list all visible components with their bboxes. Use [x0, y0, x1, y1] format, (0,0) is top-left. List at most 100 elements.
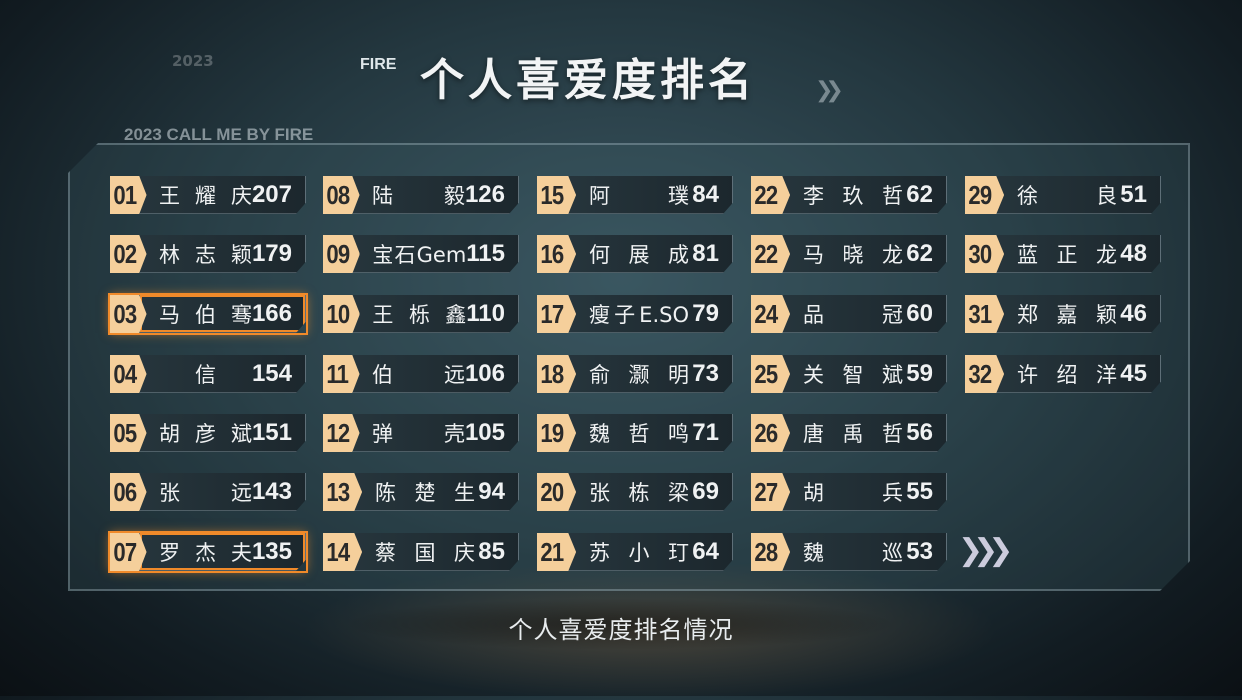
- rank-badge: 31: [965, 295, 1005, 333]
- rank-badge: 04: [110, 355, 147, 393]
- item-bar: [567, 295, 733, 333]
- score: 45: [1120, 360, 1147, 387]
- fire-logo: FIRE: [360, 56, 397, 73]
- score: 48: [1120, 240, 1147, 267]
- ranking-item: 18 俞灏明 73: [537, 355, 733, 393]
- item-bar: [353, 355, 519, 393]
- score: 46: [1120, 300, 1147, 327]
- page-title: 个人喜爱度排名: [420, 55, 756, 106]
- contestant-name: 郑嘉颖: [1017, 303, 1117, 327]
- item-bar: [353, 473, 519, 511]
- score: 110: [466, 300, 505, 327]
- item-bar: [140, 295, 306, 333]
- item-bar: [995, 355, 1161, 393]
- faded-year: 2023: [172, 52, 214, 70]
- score: 51: [1120, 181, 1147, 208]
- ranking-item: 11 伯 远 106: [323, 355, 519, 393]
- item-bar: [353, 533, 519, 571]
- rank-badge: 28: [751, 533, 791, 571]
- rank-badge: 03: [110, 295, 147, 333]
- ranking-item: 07 罗杰夫 135: [108, 531, 308, 573]
- rank-badge: 01: [110, 176, 147, 214]
- rank-badge: 08: [323, 176, 360, 214]
- rank-badge: 18: [537, 355, 577, 393]
- ranking-item: 29 徐 良 51: [965, 176, 1161, 214]
- ranking-item: 09 宝石Gem 115: [323, 235, 519, 273]
- contestant-name: 蔡国庆: [375, 541, 475, 565]
- item-bar: [781, 295, 947, 333]
- contestant-name: 苏小玎: [589, 541, 689, 565]
- score: 105: [464, 419, 505, 446]
- contestant-name: 瘦子E.SO: [589, 303, 689, 327]
- score: 85: [478, 538, 505, 565]
- score: 55: [906, 478, 933, 505]
- rank-badge: 20: [537, 473, 577, 511]
- score: 94: [478, 478, 505, 505]
- item-bar: [140, 473, 306, 511]
- item-bar: [781, 533, 947, 571]
- ranking-item: 14 蔡国庆 85: [323, 533, 519, 571]
- background-glow: [300, 560, 1000, 700]
- contestant-name: 何展成: [589, 243, 689, 267]
- contestant-name: 王耀庆: [159, 184, 252, 208]
- score: 81: [692, 240, 719, 267]
- rank-badge: 26: [751, 414, 791, 452]
- rank-badge: 22: [751, 176, 791, 214]
- contestant-name: 弹 壳: [372, 422, 465, 446]
- score: 106: [464, 360, 505, 387]
- ranking-item: 19 魏哲鸣 71: [537, 414, 733, 452]
- item-bar: [567, 176, 733, 214]
- item-bar: [567, 355, 733, 393]
- item-bar: [781, 473, 947, 511]
- ranking-item: 01 王耀庆 207: [110, 176, 306, 214]
- contestant-name: 陆 毅: [372, 184, 465, 208]
- contestant-name: 关智斌: [803, 363, 903, 387]
- rank-badge: 06: [110, 473, 147, 511]
- score: 115: [466, 240, 505, 267]
- rank-badge: 17: [537, 295, 577, 333]
- score: 62: [906, 181, 933, 208]
- rank-badge: 12: [323, 414, 360, 452]
- ranking-item: 28 魏 巡 53: [751, 533, 947, 571]
- score: 53: [906, 538, 933, 565]
- item-bar: [781, 355, 947, 393]
- contestant-name: 蓝正龙: [1017, 243, 1117, 267]
- score: 79: [692, 300, 719, 327]
- contestant-name: 张 远: [159, 481, 252, 505]
- ranking-item: 30 蓝正龙 48: [965, 235, 1161, 273]
- rank-badge: 24: [751, 295, 791, 333]
- score: 154: [251, 360, 292, 387]
- contestant-name: 马伯骞: [159, 303, 252, 327]
- rank-badge: 13: [323, 473, 363, 511]
- item-bar: [781, 176, 947, 214]
- rank-badge: 25: [751, 355, 791, 393]
- contestant-name: 伯 远: [372, 363, 465, 387]
- ranking-item: 12 弹 壳 105: [323, 414, 519, 452]
- item-bar: [781, 414, 947, 452]
- ranking-item: 17 瘦子E.SO 79: [537, 295, 733, 333]
- score: 135: [251, 538, 292, 565]
- rank-badge: 11: [323, 355, 360, 393]
- ranking-item: 25 关智斌 59: [751, 355, 947, 393]
- score: 73: [692, 360, 719, 387]
- ranking-item: 31 郑嘉颖 46: [965, 295, 1161, 333]
- item-bar: [140, 533, 306, 571]
- item-bar: [567, 473, 733, 511]
- item-bar: [781, 235, 947, 273]
- contestant-name: 宝石Gem: [372, 243, 467, 267]
- rank-badge: 05: [110, 414, 147, 452]
- ranking-item: 20 张栋梁 69: [537, 473, 733, 511]
- item-bar: [140, 235, 306, 273]
- score: 143: [251, 478, 292, 505]
- contestant-name: 俞灏明: [589, 363, 689, 387]
- contestant-name: 阿 璞: [589, 184, 689, 208]
- score: 60: [906, 300, 933, 327]
- contestant-name: 王栎鑫: [372, 303, 467, 327]
- ranking-item: 21 苏小玎 64: [537, 533, 733, 571]
- rank-badge: 02: [110, 235, 147, 273]
- item-bar: [567, 235, 733, 273]
- item-bar: [353, 235, 519, 273]
- score: 126: [464, 181, 505, 208]
- score: 166: [251, 300, 292, 327]
- contestant-name: 品 冠: [803, 303, 903, 327]
